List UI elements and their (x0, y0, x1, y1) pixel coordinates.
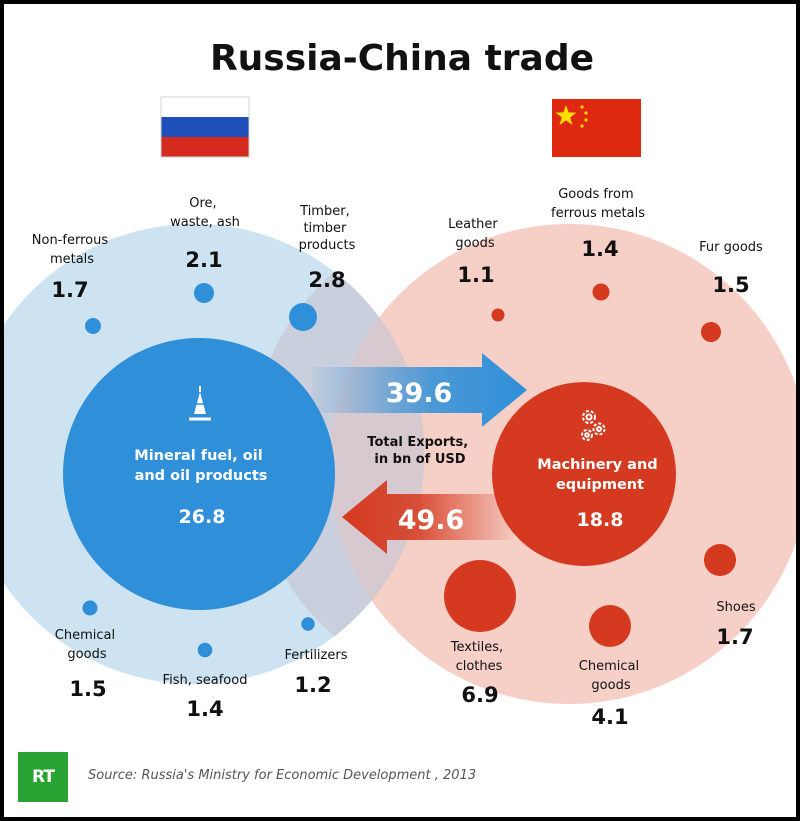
china-bubble-fur: Fur goods 1.5 (699, 240, 763, 342)
svg-text:1.1: 1.1 (457, 263, 494, 287)
svg-text:4.1: 4.1 (591, 705, 628, 729)
china-flag-icon (552, 99, 641, 157)
svg-text:2.8: 2.8 (308, 268, 345, 292)
svg-text:Chemical goods: Chemical goods (579, 659, 643, 693)
oil-rig-icon (189, 386, 211, 421)
svg-text:Goods from ferrous met: Goods from ferrous metals (551, 187, 645, 221)
flow-value-china-to-russia: 49.6 (398, 505, 465, 536)
china-bubble-textiles: Textiles, clothes 6.9 (444, 560, 516, 707)
svg-text:Non-ferrous metals: Non-ferrous metals (32, 233, 112, 267)
svg-text:1.4: 1.4 (186, 697, 223, 721)
china-main-bubble (492, 382, 676, 566)
russia-bubble-nonferrous: Non-ferrous metals 1.7 (32, 233, 112, 334)
china-to-russia-arrow (342, 480, 514, 554)
svg-text:1.7: 1.7 (716, 625, 753, 649)
russia-flag-icon (160, 96, 250, 158)
total-exports-label: Total Exports, in bn of USD (367, 435, 472, 467)
russia-bubble-chemical: Chemical goods 1.5 (55, 600, 119, 701)
infographic-frame: Russia-China trade 39.6 49.6 Total Expor (4, 4, 796, 817)
russia-bubble-fertilizers: Fertilizers 1.2 (285, 617, 348, 697)
svg-text:2.1: 2.1 (185, 248, 222, 272)
china-main-value: 18.8 (577, 509, 624, 531)
russia-bubble-fish: Fish, seafood 1.4 (163, 642, 248, 721)
svg-text:Timber, timber: Timber, timber products (299, 204, 356, 253)
china-main-label: Machinery and equipment (537, 457, 662, 493)
svg-text:Fish, seafood: Fish, seafood (163, 673, 248, 688)
svg-text:1.2: 1.2 (294, 673, 331, 697)
svg-text:Fertilizers: Fertilizers (285, 648, 348, 663)
rt-logo: RT (18, 752, 68, 802)
svg-text:1.5: 1.5 (69, 677, 106, 701)
source-note: Source: Russia's Ministry for Economic D… (88, 768, 477, 783)
svg-text:Shoes: Shoes (716, 600, 755, 615)
svg-text:Fur goods: Fur goods (699, 240, 763, 255)
china-bubble-shoes: Shoes 1.7 (704, 544, 756, 649)
trade-chart: Russia-China trade 39.6 49.6 Total Expor (4, 38, 796, 729)
svg-text:Leather goods: Leather goods (448, 217, 502, 251)
svg-text:1.5: 1.5 (712, 273, 749, 297)
russia-bubble-timber: Timber, timber products 2.8 (289, 204, 356, 331)
gears-icon (581, 410, 606, 441)
flow-value-russia-to-china: 39.6 (386, 378, 453, 409)
svg-text:Chemical goods: Chemical goods (55, 628, 119, 662)
russia-bubble-ore: Ore, waste, ash 2.1 (170, 196, 240, 303)
russia-main-label: Mineral fuel, oil and oil products (134, 448, 267, 484)
russia-main-bubble (63, 338, 335, 610)
china-bubble-chemical: Chemical goods 4.1 (579, 605, 643, 729)
svg-text:1.4: 1.4 (581, 237, 618, 261)
svg-text:Textiles, clothes: Textiles, clothes (450, 640, 508, 674)
russia-to-china-arrow (312, 353, 527, 427)
svg-text:Ore, waste, ash: Ore, waste, ash (170, 196, 240, 230)
svg-text:1.7: 1.7 (51, 278, 88, 302)
russia-main-value: 26.8 (179, 506, 226, 528)
svg-text:6.9: 6.9 (461, 683, 498, 707)
china-bubble-ferrous: Goods from ferrous metals 1.4 (551, 187, 645, 301)
page-title: Russia-China trade (210, 38, 594, 79)
china-bubble-leather: Leather goods 1.1 (448, 217, 505, 322)
